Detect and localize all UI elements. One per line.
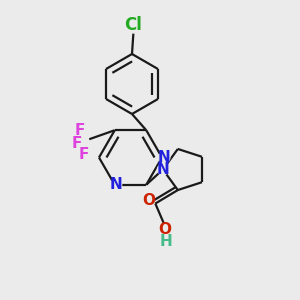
- Text: O: O: [158, 222, 171, 237]
- Text: N: N: [158, 150, 171, 165]
- Text: O: O: [142, 193, 155, 208]
- Circle shape: [158, 164, 168, 175]
- Text: F: F: [71, 136, 82, 151]
- Circle shape: [71, 138, 82, 149]
- Circle shape: [78, 149, 89, 160]
- Circle shape: [159, 224, 170, 235]
- Text: N: N: [110, 177, 123, 192]
- Text: N: N: [157, 162, 169, 177]
- Circle shape: [111, 179, 122, 190]
- Text: F: F: [79, 147, 89, 162]
- Circle shape: [160, 236, 171, 246]
- Circle shape: [143, 195, 154, 206]
- Circle shape: [125, 17, 142, 33]
- Circle shape: [159, 152, 170, 163]
- Circle shape: [74, 125, 85, 136]
- Text: Cl: Cl: [124, 16, 142, 34]
- Text: F: F: [74, 123, 85, 138]
- Text: H: H: [160, 233, 172, 248]
